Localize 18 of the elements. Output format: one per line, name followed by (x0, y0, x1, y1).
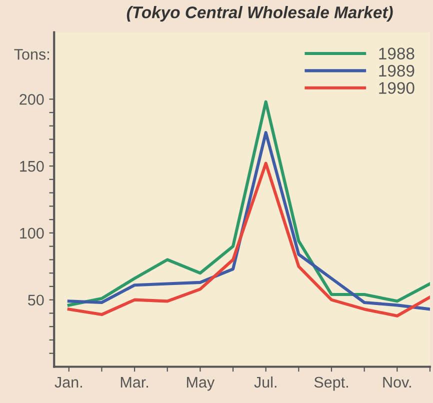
legend-label: 1990 (379, 82, 414, 94)
x-tick-label: Mar. (120, 377, 148, 388)
x-tick-label: May (187, 377, 215, 391)
x-tick-label: Nov. (383, 377, 411, 388)
line-series (67, 100, 430, 307)
legend-label: 1988 (379, 48, 414, 60)
legend-label: 1989 (379, 64, 414, 77)
y-tick-label: 50 (28, 294, 44, 306)
y-tick-label: 100 (20, 228, 44, 239)
y-tick-label: 200 (20, 94, 44, 105)
line-series (67, 162, 430, 318)
x-tick-label: Jan. (54, 377, 82, 388)
x-tick-label: Sept. (314, 376, 348, 391)
y-tick-label: 150 (20, 160, 44, 172)
y-axis-title: Tons: (14, 49, 49, 60)
x-tick-label: Jul. (254, 376, 276, 388)
line-series (67, 131, 430, 311)
chart-title: (Tokyo Central Wholesale Market) (126, 6, 393, 22)
